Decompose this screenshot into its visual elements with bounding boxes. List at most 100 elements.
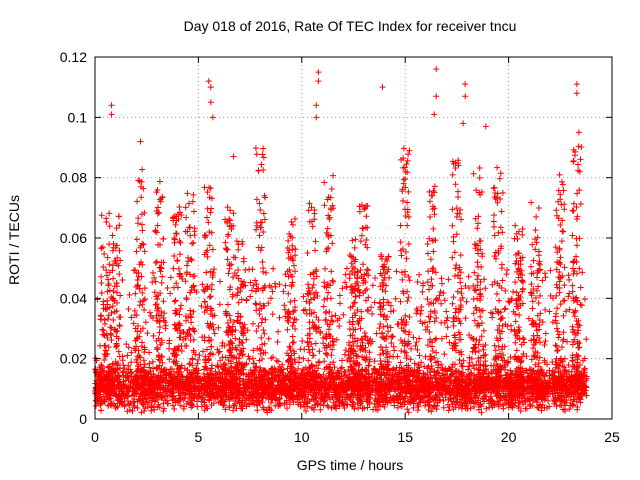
data-point [502, 305, 509, 312]
data-point [489, 404, 496, 411]
data-point [472, 394, 479, 401]
data-point [113, 289, 120, 296]
data-point [407, 390, 414, 397]
data-point [230, 407, 237, 414]
data-point [445, 396, 452, 403]
data-point [433, 406, 440, 413]
data-point [126, 291, 133, 298]
data-point [447, 395, 454, 402]
data-point [139, 166, 146, 173]
data-point [116, 353, 123, 360]
data-point [450, 294, 457, 301]
data-point [529, 402, 536, 409]
data-point [219, 343, 226, 350]
data-point [110, 288, 117, 295]
data-point [111, 390, 118, 397]
data-point [351, 405, 358, 412]
data-point [341, 368, 348, 375]
data-point [98, 273, 105, 280]
data-point [116, 322, 123, 329]
data-point [287, 396, 294, 403]
data-point [463, 298, 470, 305]
data-point [375, 370, 382, 377]
data-point [109, 247, 116, 254]
data-point [262, 316, 269, 323]
data-point [194, 403, 201, 410]
data-point [508, 397, 515, 404]
data-point [124, 352, 131, 359]
data-point [554, 305, 561, 312]
data-point [321, 397, 328, 404]
data-point [163, 397, 170, 404]
data-point [547, 267, 554, 274]
data-point [444, 314, 451, 321]
data-point [381, 403, 388, 410]
data-point [180, 405, 187, 412]
data-point [125, 305, 132, 312]
data-point [104, 393, 111, 400]
data-point [553, 281, 560, 288]
data-point [281, 302, 288, 309]
data-point [355, 397, 362, 404]
data-point [212, 368, 219, 375]
data-point [106, 210, 113, 217]
data-point [583, 336, 590, 343]
data-point [154, 210, 161, 217]
data-point [151, 289, 158, 296]
data-point [425, 402, 432, 409]
data-point [494, 398, 501, 405]
data-point [551, 390, 558, 397]
data-point [563, 308, 570, 315]
data-point [376, 398, 383, 405]
data-point [143, 395, 150, 402]
data-point [583, 392, 590, 399]
data-point [116, 247, 123, 254]
data-point [116, 222, 123, 229]
data-point [393, 268, 400, 275]
data-point [275, 358, 282, 365]
data-point [482, 392, 489, 399]
data-point [410, 404, 417, 411]
data-point [124, 393, 131, 400]
data-point [444, 324, 451, 331]
data-point [433, 315, 440, 322]
data-point [152, 278, 159, 285]
data-point [489, 314, 496, 321]
data-point [336, 300, 343, 307]
data-point [471, 391, 478, 398]
data-point [236, 399, 243, 406]
data-point [125, 375, 132, 382]
data-point [410, 334, 417, 341]
data-point [172, 297, 179, 304]
data-point [183, 400, 190, 407]
data-point [437, 288, 444, 295]
data-point [177, 391, 184, 398]
data-point [508, 396, 515, 403]
data-point [157, 268, 164, 275]
data-point [465, 273, 472, 280]
data-point [395, 321, 402, 328]
data-point [446, 339, 453, 346]
data-point [154, 396, 161, 403]
data-point [254, 402, 261, 409]
data-point [513, 347, 520, 354]
data-point [191, 232, 198, 239]
data-point [166, 356, 173, 363]
data-point [176, 251, 183, 258]
data-point [126, 406, 133, 413]
data-point [101, 250, 108, 257]
data-point [176, 204, 183, 211]
data-point [300, 401, 307, 408]
data-point [271, 391, 278, 398]
data-point [250, 370, 257, 377]
data-point [438, 361, 445, 368]
data-point [546, 367, 553, 374]
data-point [144, 330, 151, 337]
data-point [507, 322, 514, 329]
data-point [226, 403, 233, 410]
data-point [134, 368, 141, 375]
data-point [116, 271, 123, 278]
data-point [416, 271, 423, 278]
data-point [184, 190, 191, 197]
